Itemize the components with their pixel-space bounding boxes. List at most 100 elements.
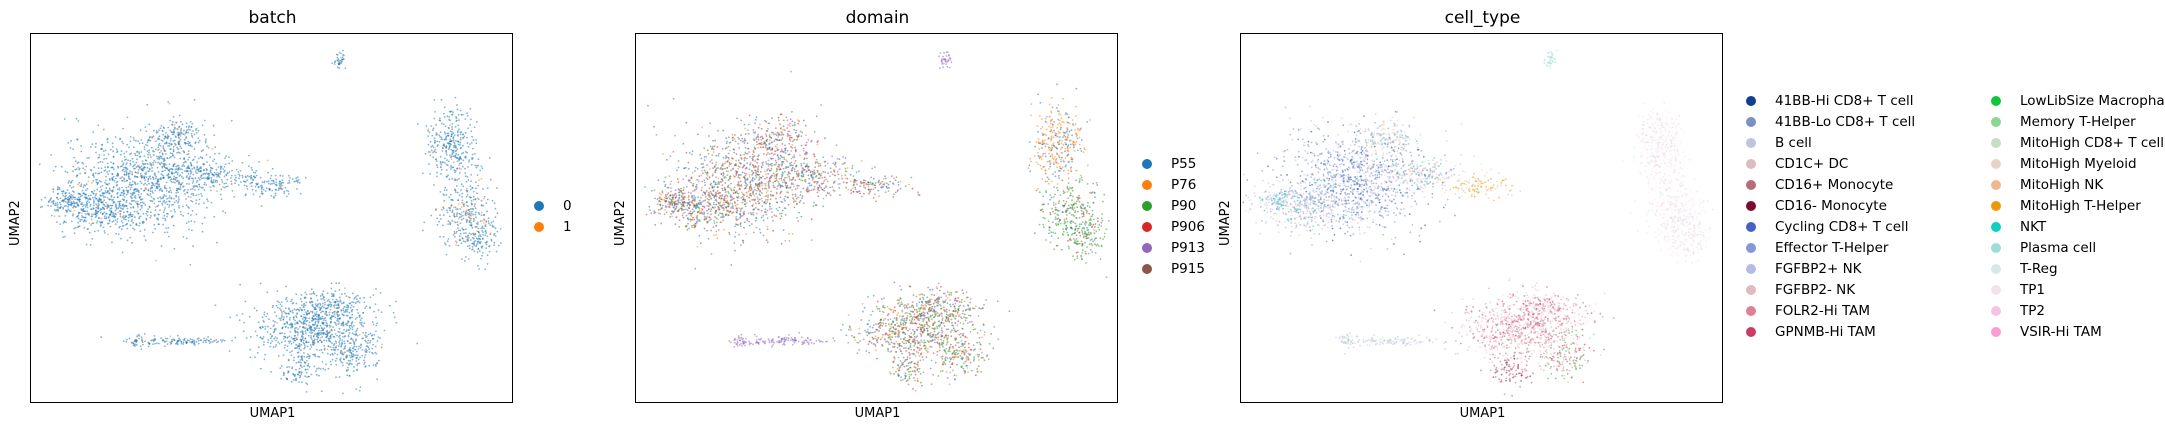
scatter-point [166,216,168,218]
scatter-point [309,331,311,333]
scatter-point [724,197,726,199]
scatter-point [303,306,305,308]
scatter-point [365,332,367,334]
scatter-point [261,185,263,187]
scatter-point [471,200,473,202]
scatter-point [442,225,444,227]
scatter-point [353,306,355,308]
scatter-point [140,173,142,175]
scatter-point [467,245,469,247]
scatter-point [707,149,709,151]
scatter-point [149,217,151,219]
scatter-point [270,328,272,330]
scatter-point [457,245,459,247]
scatter-point [813,170,815,172]
scatter-point [303,304,305,306]
scatter-point [231,175,233,177]
scatter-point [662,190,664,192]
scatter-point [470,239,472,241]
scatter-point [376,322,378,324]
scatter-point [728,153,730,155]
scatter-point [713,149,715,151]
scatter-point [478,158,480,160]
scatter-point [376,353,378,355]
scatter-point [454,143,456,145]
scatter-point [188,173,190,175]
scatter-point [126,168,128,170]
scatter-point [261,191,263,193]
scatter-point [77,167,79,169]
scatter-point [748,174,750,176]
scatter-point [342,56,344,58]
scatter-point [451,205,453,207]
scatter-point [140,345,142,347]
scatter-point [148,346,150,348]
scatter-point [338,303,340,305]
scatter-point [164,218,166,220]
scatter-point [455,116,457,118]
scatter-point [113,176,115,178]
scatter-point [453,213,455,215]
scatter-point [147,142,149,144]
scatter-point [803,162,805,164]
scatter-point [708,135,710,137]
scatter-point [478,248,480,250]
scatter-point [323,307,325,309]
scatter-point [162,217,164,219]
scatter-point [139,143,141,145]
scatter-point [167,203,169,205]
scatter-point [270,342,272,344]
scatter-point [182,343,184,345]
scatter-point [763,235,765,237]
scatter-point [129,216,131,218]
scatter-point [781,213,783,215]
scatter-point [335,304,337,306]
scatter-point [713,151,715,153]
scatter-point [316,368,318,370]
scatter-point [432,145,434,147]
scatter-point [303,352,305,354]
scatter-point [210,167,212,169]
scatter-point [456,231,458,233]
scatter-point [682,179,684,181]
scatter-point [483,214,485,216]
scatter-point [766,163,768,165]
scatter-point [130,164,132,166]
scatter-point [663,181,665,183]
scatter-point [793,183,795,185]
scatter-point [468,159,470,161]
scatter-point [298,179,300,181]
scatter-point [188,221,190,223]
scatter-point [709,220,711,222]
scatter-point [86,203,88,205]
scatter-point [375,288,377,290]
scatter-point [264,354,266,356]
scatter-point [172,121,174,123]
scatter-point [64,198,66,200]
scatter-point [159,209,161,211]
scatter-point [436,160,438,162]
scatter-point [90,205,92,207]
scatter-point [465,236,467,238]
scatter-point [228,163,230,165]
scatter-point [164,209,166,211]
scatter-point [342,58,344,60]
scatter-point [171,192,173,194]
scatter-point [445,152,447,154]
scatter-point [156,156,158,158]
scatter-point [337,354,339,356]
scatter-point [465,175,467,177]
scatter-point [168,173,170,175]
scatter-point [472,246,474,248]
scatter-point [458,203,460,205]
scatter-point [791,111,793,113]
scatter-point [191,135,193,137]
scatter-point [353,298,355,300]
scatter-point [187,141,189,143]
scatter-point [285,326,287,328]
scatter-point [192,168,194,170]
scatter-point [466,218,468,220]
scatter-point [314,313,316,315]
scatter-point [457,208,459,210]
scatter-point [59,202,61,204]
